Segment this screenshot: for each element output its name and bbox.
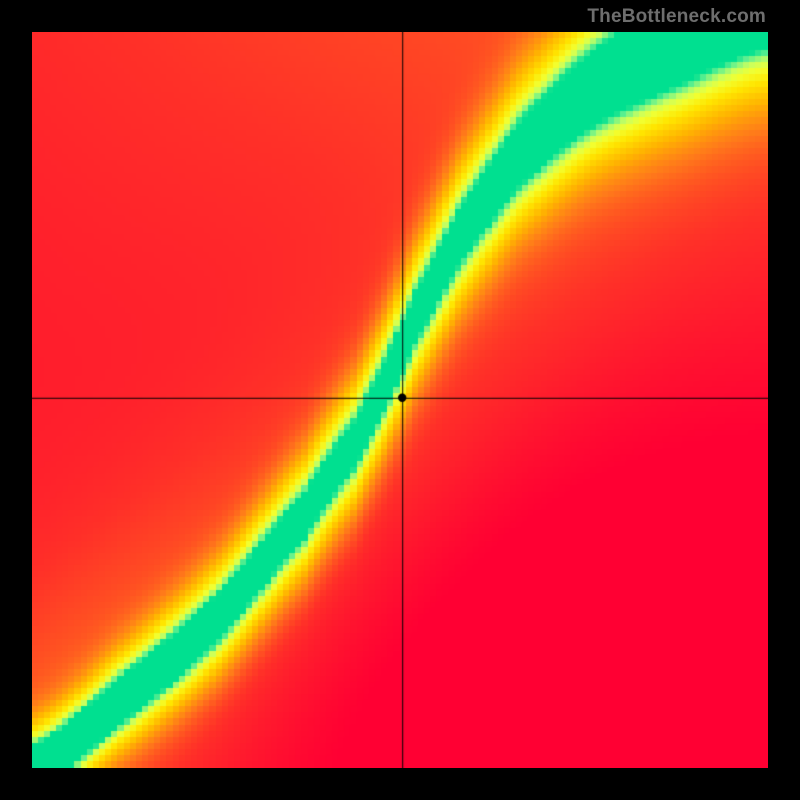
- heatmap-canvas: [32, 32, 768, 768]
- figure-root: { "watermark": { "text": "TheBottleneck.…: [0, 0, 800, 800]
- watermark-text: TheBottleneck.com: [587, 6, 766, 28]
- heatmap-plot: [32, 32, 768, 768]
